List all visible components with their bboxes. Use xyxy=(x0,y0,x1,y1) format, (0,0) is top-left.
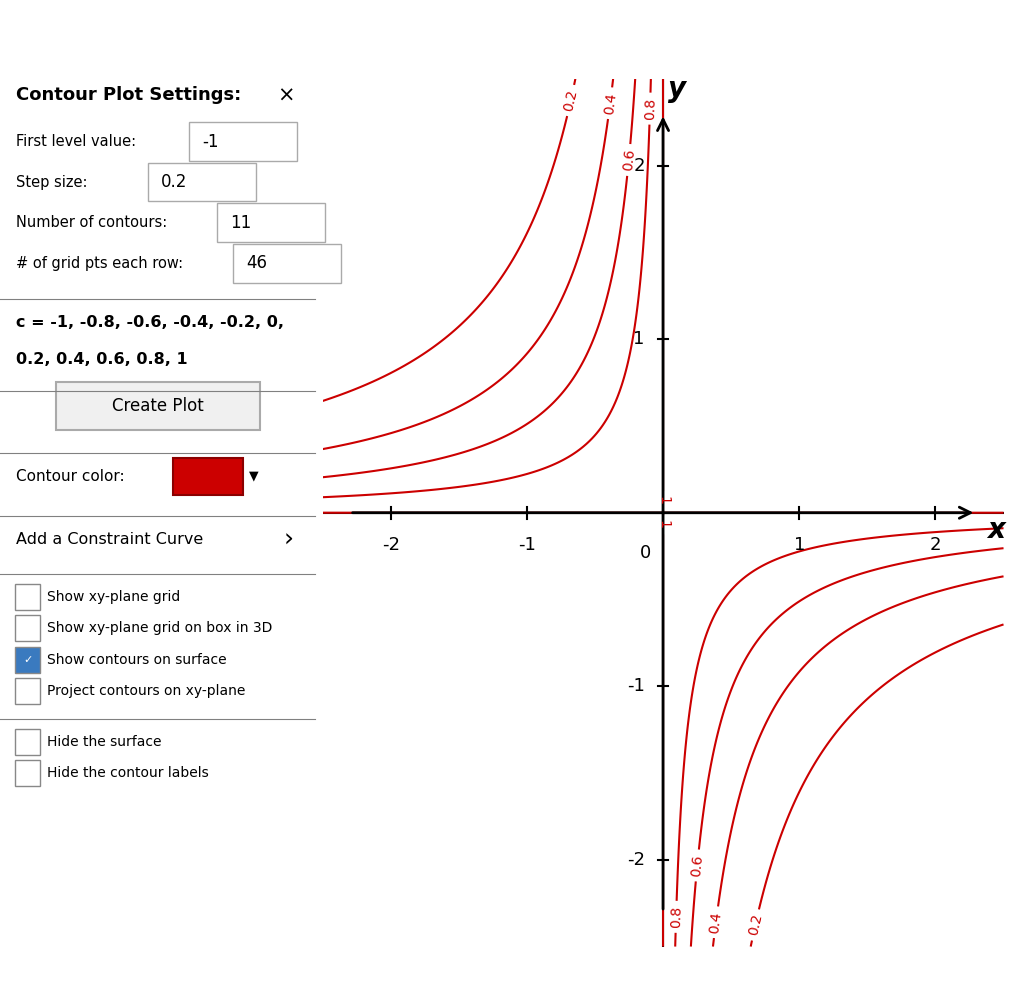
Text: Hide the contour labels: Hide the contour labels xyxy=(47,766,209,780)
FancyBboxPatch shape xyxy=(147,163,256,201)
Text: Add a Constraint Curve: Add a Constraint Curve xyxy=(15,532,203,547)
Text: 0.8: 0.8 xyxy=(669,905,683,928)
FancyBboxPatch shape xyxy=(188,122,297,161)
Text: 0.4: 0.4 xyxy=(602,92,618,115)
Text: 0.6: 0.6 xyxy=(621,148,637,172)
Text: y: y xyxy=(668,75,686,104)
Text: 0.2: 0.2 xyxy=(561,89,580,112)
Text: 0: 0 xyxy=(640,544,651,562)
Text: ×: × xyxy=(278,86,295,106)
Text: -1: -1 xyxy=(518,536,536,554)
FancyBboxPatch shape xyxy=(15,729,40,754)
Text: Show xy-plane grid on box in 3D: Show xy-plane grid on box in 3D xyxy=(47,621,272,635)
Text: 1: 1 xyxy=(656,496,670,505)
Text: x: x xyxy=(987,516,1005,544)
Text: 0.2: 0.2 xyxy=(161,174,187,191)
Text: ▼: ▼ xyxy=(249,469,259,483)
Text: c = -1, -0.8, -0.6, -0.4, -0.2, 0,: c = -1, -0.8, -0.6, -0.4, -0.2, 0, xyxy=(15,315,284,330)
Text: 0.4: 0.4 xyxy=(708,910,724,934)
Text: -1: -1 xyxy=(202,132,218,151)
FancyBboxPatch shape xyxy=(15,678,40,704)
FancyBboxPatch shape xyxy=(55,383,260,430)
Text: 2: 2 xyxy=(633,157,645,175)
Text: -2: -2 xyxy=(627,851,645,869)
Text: 1: 1 xyxy=(633,330,645,348)
Text: 0.2, 0.4, 0.6, 0.8, 1: 0.2, 0.4, 0.6, 0.8, 1 xyxy=(15,352,187,367)
Text: 1: 1 xyxy=(794,536,805,554)
Text: 0.8: 0.8 xyxy=(643,98,657,120)
FancyBboxPatch shape xyxy=(173,458,244,495)
Text: Show xy-plane grid: Show xy-plane grid xyxy=(47,590,180,604)
Text: Project contours on xy-plane: Project contours on xy-plane xyxy=(47,684,246,698)
FancyBboxPatch shape xyxy=(15,615,40,641)
Text: # of grid pts each row:: # of grid pts each row: xyxy=(15,255,183,271)
Text: Show contours on surface: Show contours on surface xyxy=(47,653,227,667)
Text: Contour color:: Contour color: xyxy=(15,468,124,484)
Text: 11: 11 xyxy=(230,214,252,232)
FancyBboxPatch shape xyxy=(15,584,40,610)
FancyBboxPatch shape xyxy=(15,647,40,672)
Text: First level value:: First level value: xyxy=(15,134,136,149)
Text: 46: 46 xyxy=(246,254,267,272)
Text: Step size:: Step size: xyxy=(15,175,87,189)
Text: -2: -2 xyxy=(382,536,399,554)
FancyBboxPatch shape xyxy=(15,760,40,786)
Text: -1: -1 xyxy=(627,677,645,695)
Text: 1: 1 xyxy=(656,521,670,529)
Text: Hide the surface: Hide the surface xyxy=(47,735,162,748)
Text: 2: 2 xyxy=(930,536,941,554)
Text: Number of contours:: Number of contours: xyxy=(15,215,167,230)
FancyBboxPatch shape xyxy=(232,244,341,283)
Text: Contour Plot Settings:: Contour Plot Settings: xyxy=(15,87,241,105)
Text: Click on the 3D Plot for 3D view.: Click on the 3D Plot for 3D view. xyxy=(15,22,432,42)
Text: ›: › xyxy=(284,528,294,552)
FancyBboxPatch shape xyxy=(217,203,326,242)
Text: 0.6: 0.6 xyxy=(689,854,706,878)
Text: 0.2: 0.2 xyxy=(746,913,765,937)
Text: ✓: ✓ xyxy=(24,655,33,665)
Text: Create Plot: Create Plot xyxy=(112,397,204,415)
